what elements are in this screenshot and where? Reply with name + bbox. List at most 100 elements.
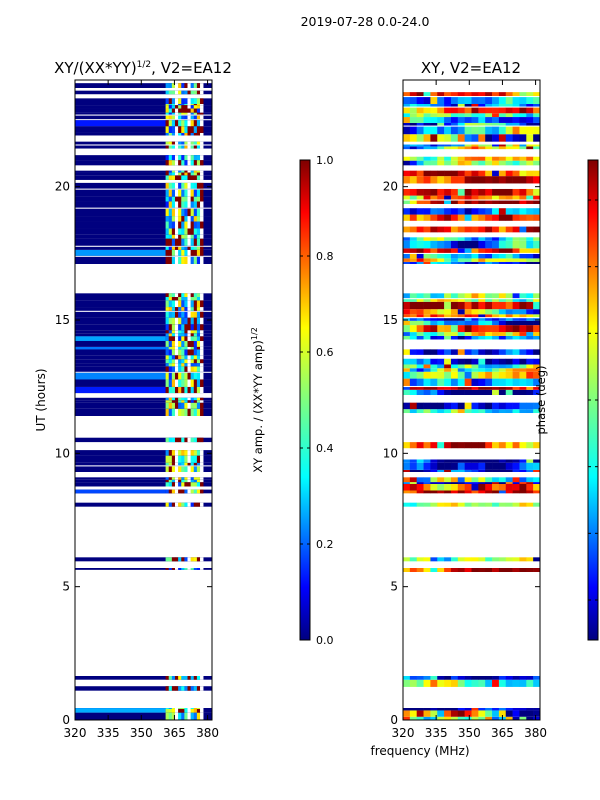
left-heatmap-cell [171, 363, 176, 367]
right-heatmap-cell [498, 387, 507, 390]
left-heatmap-cell [193, 105, 198, 109]
right-heatmap-cell [409, 679, 417, 687]
left-heatmap-cell [193, 437, 198, 443]
right-heatmap-cell [519, 557, 527, 562]
right-heatmap-cell [533, 368, 540, 372]
left-heatmap-cell [187, 90, 191, 95]
right-heatmap-cell [444, 299, 452, 302]
left-heatmap-cell [193, 686, 198, 691]
right-heatmap-cell [416, 371, 424, 379]
right-heatmap-cell [423, 325, 431, 333]
right-heatmap-cell [444, 358, 452, 365]
right-heatmap-cell [492, 676, 500, 680]
left-heatmap-cell [184, 90, 188, 95]
right-heatmap-cell [512, 126, 520, 135]
right-heatmap-cell [498, 557, 507, 562]
left-heatmap-cell [196, 462, 201, 466]
left-heatmap-cell [193, 502, 198, 507]
left-heatmap-cell [181, 402, 185, 409]
left-heatmap-cell [196, 402, 201, 409]
left-heatmap-cell [171, 141, 176, 145]
right-heatmap-cell [464, 144, 472, 147]
right-heatmap-cell [505, 144, 513, 147]
left-heatmap-cell [193, 400, 198, 403]
left-heatmap-cell [168, 234, 173, 239]
right-heatmap-cell [471, 117, 479, 123]
left-heatmap-cell [184, 201, 188, 208]
right-heatmap-cell [498, 226, 507, 233]
left-heatmap-cell [187, 216, 191, 222]
right-heatmap-cell [444, 248, 452, 253]
left-heatmap-cell [181, 450, 185, 456]
left-heatmap-row [75, 482, 212, 487]
left-heatmap-cell [193, 297, 198, 301]
left-heatmap-cell [181, 408, 185, 416]
left-heatmap-cell [193, 466, 198, 472]
right-heatmap-cell [444, 314, 452, 318]
right-heatmap-cell [409, 170, 417, 177]
right-heatmap-cell [485, 107, 493, 114]
left-heatmap-cell [200, 462, 204, 466]
left-heatmap-cell [181, 363, 185, 367]
right-heatmap-cell [437, 248, 445, 253]
left-heatmap-cell [200, 686, 204, 691]
left-heatmap-cell [187, 708, 191, 713]
right-heatmap-cell [423, 240, 431, 249]
left-heatmap-cell [165, 311, 170, 318]
left-heatmap-cell [187, 208, 191, 217]
right-heatmap-cell [519, 258, 527, 262]
right-heatmap-cell [444, 117, 452, 123]
right-heatmap-cell [437, 160, 445, 166]
right-heatmap-cell [423, 214, 431, 221]
left-heatmap-cell [174, 568, 179, 570]
right-heatmap-cell [526, 170, 534, 177]
right-heatmap-cell [478, 113, 486, 118]
left-heatmap-cell [165, 175, 170, 180]
right-heatmap-cell [416, 176, 424, 184]
right-heatmap-cell [485, 134, 493, 142]
left-heatmap-cell [200, 317, 204, 325]
right-heatmap-cell [471, 226, 479, 233]
left-heatmap-cell [187, 400, 191, 403]
left-heatmap-cell [184, 256, 188, 264]
right-heatmap-cell [464, 113, 472, 118]
right-heatmap-cell [492, 490, 500, 494]
right-heatmap-cell [444, 293, 452, 299]
right-heatmap-cell [444, 371, 452, 379]
right-heatmap-cell [450, 188, 459, 196]
right-heatmap-cell [519, 679, 527, 687]
right-heatmap-cell [492, 502, 500, 507]
left-heatmap-cell [181, 160, 185, 166]
left-title-main: XY/(XX*YY) [54, 59, 137, 77]
right-heatmap-cell [403, 237, 411, 241]
right-heatmap-cell [485, 442, 493, 449]
right-heatmap-cell [457, 349, 465, 355]
left-heatmap-cell [187, 359, 191, 364]
left-heatmap-cell [196, 708, 201, 709]
right-heatmap-cell [457, 195, 465, 200]
right-heatmap-cell [512, 469, 520, 472]
right-heatmap-cell [430, 335, 438, 340]
left-heatmap-cell [200, 557, 204, 562]
left-heatmap-cell [168, 307, 173, 311]
right-heatmap-cell [450, 568, 459, 572]
left-heatmap-streak [75, 386, 166, 394]
left-ytick-label: 20 [55, 180, 70, 194]
left-heatmap-cell [178, 145, 182, 149]
right-heatmap-cell [457, 477, 465, 483]
left-heatmap-cell [165, 355, 170, 360]
right-heatmap-cell [505, 320, 513, 326]
right-heatmap-cell [409, 557, 417, 562]
right-heatmap-cell [512, 483, 520, 491]
left-heatmap-cell [178, 201, 182, 208]
left-heatmap-cell [174, 333, 179, 337]
left-heatmap-cell [181, 208, 185, 217]
right-heatmap-cell [423, 309, 431, 315]
right-heatmap-cell [457, 160, 465, 166]
left-heatmap-cell [193, 126, 198, 133]
left-heatmap-cell [193, 172, 198, 176]
right-heatmap-cell [457, 237, 465, 241]
left-heatmap-cell [165, 479, 170, 483]
right-heatmap-cell [437, 237, 445, 241]
left-heatmap-row [75, 234, 212, 239]
